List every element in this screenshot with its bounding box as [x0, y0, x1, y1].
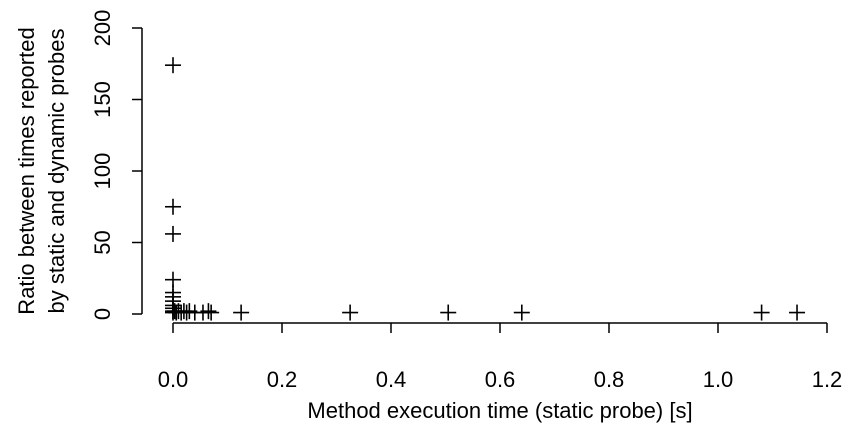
x-tick-label: 0.2	[267, 367, 298, 392]
data-points	[165, 57, 806, 321]
data-point	[753, 304, 770, 321]
y-axis-label-line-2: by static and dynamic probes	[44, 29, 69, 314]
data-point	[513, 304, 530, 321]
x-tick-label: 0.4	[376, 367, 407, 392]
y-tick-label: 200	[90, 10, 115, 47]
y-tick-label: 150	[90, 81, 115, 118]
x-tick-label: 0.8	[594, 367, 625, 392]
data-point	[342, 304, 359, 321]
data-point	[165, 57, 181, 74]
y-tick-label: 0	[90, 308, 115, 320]
x-tick-label: 0.6	[485, 367, 516, 392]
data-point	[165, 198, 181, 215]
y-axis-label-line-1: Ratio between times reported	[14, 27, 39, 314]
data-point	[200, 303, 217, 320]
data-point	[203, 304, 220, 321]
x-axis-ticks: 0.0 0.2 0.4 0.6 0.8 1.0 1.2	[158, 323, 843, 392]
y-tick-label: 50	[90, 230, 115, 254]
data-point	[233, 304, 250, 321]
y-tick-label: 100	[90, 153, 115, 190]
x-tick-label: 1.2	[812, 367, 843, 392]
data-point	[165, 225, 181, 242]
data-point	[789, 304, 806, 321]
x-tick-label: 1.0	[703, 367, 734, 392]
data-point	[440, 304, 457, 321]
x-tick-label: 0.0	[158, 367, 189, 392]
y-axis-ticks: 0 50 100 150 200	[90, 10, 142, 320]
x-axis-label: Method execution time (static probe) [s]	[307, 398, 692, 423]
